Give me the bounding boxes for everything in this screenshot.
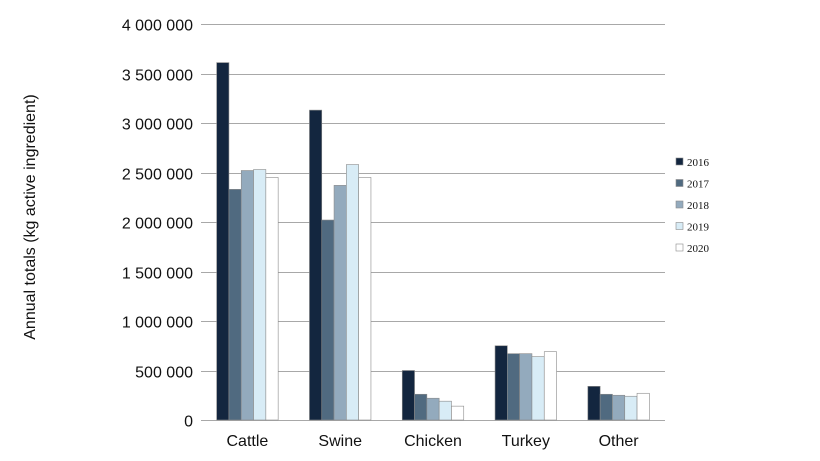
bar-other-2018 [612,394,626,421]
y-tick-label: 4 000 000 [122,18,193,35]
bar-chicken-2018 [426,397,440,421]
legend-label: 2018 [687,200,710,212]
y-tick-label: 1 500 000 [122,266,193,283]
bar-turkey-2017 [507,353,520,421]
bar-turkey-2016 [494,345,508,421]
legend-swatch [675,179,684,187]
y-tick-label: 3 000 000 [122,117,193,134]
bar-other-2019 [624,395,638,421]
legend-swatch [675,222,684,230]
bar-cattle-2019 [253,169,267,421]
bar-chicken-2019 [438,400,452,421]
x-axis-categories: Cattle Swine Chicken Turkey Other [227,433,640,450]
legend-swatch [675,243,684,252]
bar-other-2016 [587,386,601,421]
bar-swine-2019 [346,164,359,421]
legend-label: 2016 [687,157,710,169]
bar-cattle-2016 [216,62,230,421]
y-tick-label: 2 500 000 [122,167,193,184]
x-category-label: Turkey [502,433,550,450]
legend-label: 2019 [687,222,710,234]
bar-cattle-2017 [228,189,242,421]
x-category-label: Swine [318,433,362,450]
x-category-label: Other [599,433,640,450]
x-category-label: Chicken [404,433,462,450]
bar-chicken-2020 [451,405,465,421]
bar-cattle-2018 [240,170,254,421]
legend-swatch [675,157,684,166]
legend-swatch [675,200,684,209]
y-tick-label: 2 000 000 [122,216,193,233]
y-axis-ticks: 0 500 000 1 000 000 1 500 000 2 000 000 2 500… [122,18,193,431]
y-tick-label: 3 500 000 [122,68,193,85]
bar-other-2020 [636,392,650,421]
y-axis-label: Annual totals (kg active ingredient) [22,94,39,339]
bars [216,62,650,421]
bar-cattle-2020 [265,177,279,421]
y-tick-label: 500 000 [135,365,193,382]
bar-swine-2017 [321,219,335,421]
bar-turkey-2020 [543,351,557,421]
bar-turkey-2019 [531,356,545,421]
legend-label: 2020 [687,243,710,255]
bar-chicken-2016 [401,370,415,421]
bar-chicken-2017 [414,393,428,421]
bar-other-2017 [599,393,613,421]
y-tick-label: 1 000 000 [122,315,193,332]
bar-swine-2016 [309,109,323,421]
legend: 2016 2017 2018 2019 2020 [675,157,710,255]
y-tick-label: 0 [184,414,193,431]
x-category-label: Cattle [227,433,269,450]
bar-swine-2018 [333,185,347,421]
bar-swine-2020 [358,177,372,421]
bar-turkey-2018 [519,353,533,421]
legend-label: 2017 [687,179,710,191]
